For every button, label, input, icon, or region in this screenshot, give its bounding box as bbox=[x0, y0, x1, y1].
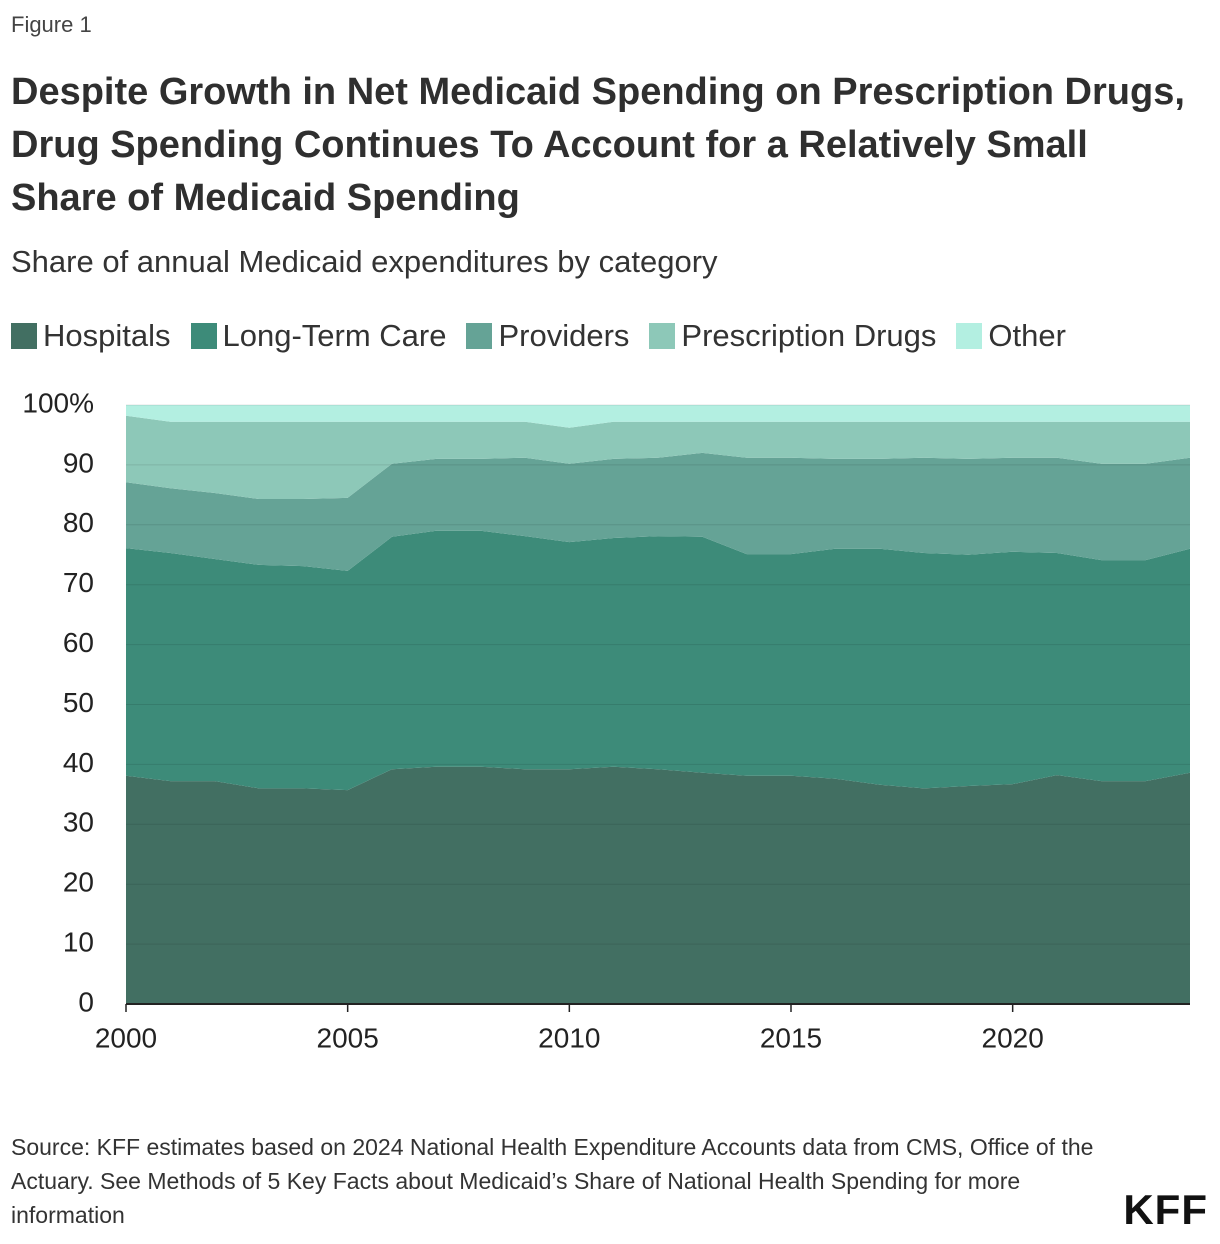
legend-label: Long-Term Care bbox=[222, 318, 447, 353]
y-tick-label: 90 bbox=[63, 447, 94, 478]
legend-swatch bbox=[190, 323, 217, 349]
legend-label: Prescription Drugs bbox=[681, 318, 937, 353]
source-note: Source: KFF estimates based on 2024 Nati… bbox=[11, 1134, 1094, 1228]
x-tick-label: 2010 bbox=[538, 1022, 600, 1053]
y-tick-label: 30 bbox=[63, 807, 94, 838]
figure-label: Figure 1 bbox=[11, 12, 92, 37]
area bbox=[126, 415, 1190, 500]
y-tick-label: 60 bbox=[63, 627, 94, 658]
legend-swatch bbox=[649, 323, 676, 349]
legend-item: Prescription Drugs bbox=[649, 318, 936, 354]
y-tick-label: 10 bbox=[63, 926, 94, 957]
legend-item: Hospitals bbox=[11, 318, 171, 354]
y-tick-label: 20 bbox=[63, 867, 94, 898]
x-tick-label: 2015 bbox=[760, 1022, 822, 1053]
legend-label: Other bbox=[988, 318, 1066, 353]
y-tick-label: 0 bbox=[78, 986, 94, 1017]
logo: KFF bbox=[1123, 1186, 1208, 1233]
chart-title: Despite Growth in Net Medicaid Spending … bbox=[11, 71, 1185, 219]
legend: Hospitals Long-Term Care Providers Prescrip… bbox=[11, 318, 1066, 354]
y-tick-label: 70 bbox=[63, 567, 94, 598]
legend-label: Hospitals bbox=[43, 318, 171, 353]
y-tick-label: 50 bbox=[63, 687, 94, 718]
y-tick-label: 40 bbox=[63, 747, 94, 778]
legend-item: Other bbox=[956, 318, 1066, 354]
legend-swatch bbox=[466, 323, 493, 349]
y-tick-label: 80 bbox=[63, 507, 94, 538]
y-tick-label: 100% bbox=[22, 387, 94, 418]
legend-label: Providers bbox=[498, 318, 630, 353]
x-tick-label: 2020 bbox=[982, 1022, 1044, 1053]
legend-item: Providers bbox=[466, 318, 629, 354]
chart-subtitle: Share of annual Medicaid expenditures by… bbox=[11, 244, 718, 279]
legend-item: Long-Term Care bbox=[190, 318, 447, 354]
area bbox=[126, 405, 1190, 428]
area bbox=[126, 452, 1190, 571]
legend-swatch bbox=[11, 323, 37, 349]
area bbox=[126, 766, 1190, 1004]
legend-swatch bbox=[956, 323, 983, 349]
area bbox=[126, 530, 1190, 791]
x-tick-label: 2000 bbox=[95, 1022, 157, 1053]
x-tick-label: 2005 bbox=[317, 1022, 379, 1053]
